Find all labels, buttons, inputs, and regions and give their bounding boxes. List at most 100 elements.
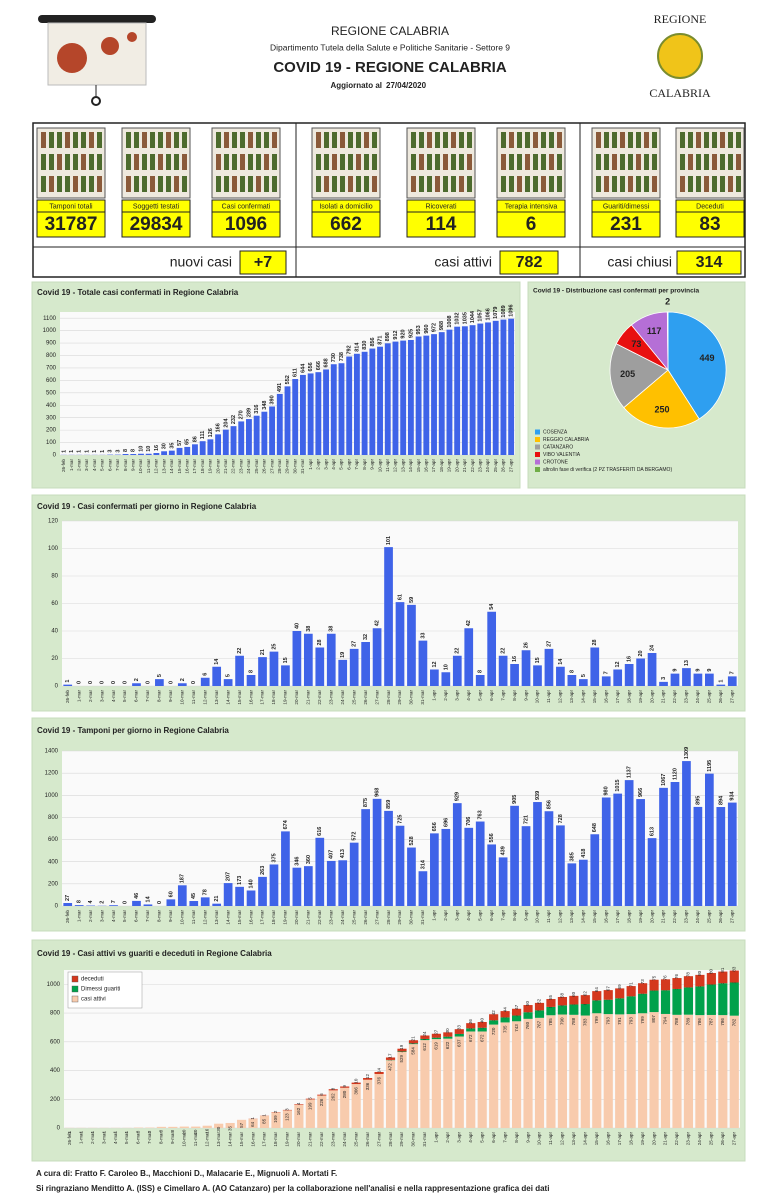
x-tick-label: 16-apr (603, 690, 608, 704)
x-tick-label: 24-mar (342, 1132, 347, 1147)
value-label: 52 (537, 998, 542, 1004)
icon-figure (680, 176, 685, 192)
legend-label: casi attivi (81, 997, 106, 1003)
value-label: 27 (352, 641, 358, 647)
value-label: 61 (397, 594, 403, 600)
x-tick-label: 20-apr (651, 1132, 656, 1146)
value-label: 1 (113, 1130, 118, 1133)
bar (338, 659, 348, 686)
kpi-value: 662 (330, 214, 362, 235)
bar-segment (546, 1015, 556, 1128)
x-tick-label: 5-mar (124, 1132, 129, 1144)
x-tick-label: 27-apr (729, 910, 734, 924)
x-tick-label: 15-apr (594, 1132, 599, 1146)
y-tick-label: 1200 (45, 771, 59, 777)
bar (475, 821, 485, 906)
value-label: 0 (122, 681, 128, 684)
x-tick-label: 12-apr (560, 1132, 565, 1146)
x-tick-label: 14-apr (581, 690, 586, 704)
logo-bottom: CALABRIA (649, 86, 711, 100)
bar (521, 826, 531, 906)
value-label: 1 (92, 450, 98, 453)
icon-figure (166, 176, 171, 192)
bar (727, 802, 737, 906)
bar-segment (534, 1010, 545, 1018)
x-tick-label: 16-mar (248, 690, 253, 705)
x-tick-label: 18-apr (439, 459, 444, 473)
x-tick-label: 29-mar (397, 910, 402, 925)
value-label: 60 (168, 891, 174, 897)
x-tick-label: 9-mar (168, 690, 173, 702)
x-tick-label: 8-apr (512, 910, 517, 921)
icon-figure (435, 132, 440, 148)
x-tick-label: 24-apr (485, 459, 490, 473)
kpi-icon (675, 127, 745, 199)
bar-segment (672, 988, 682, 1015)
value-label: 0 (111, 681, 117, 684)
x-tick-label: 7-apr (500, 910, 505, 921)
bar-segment (557, 997, 567, 1006)
x-tick-label: 23-mar (238, 459, 243, 474)
bar (176, 447, 183, 455)
x-tick-label: 5-apr (477, 910, 482, 921)
bar-segment (340, 1086, 350, 1088)
x-tick-label: 26-mar (363, 910, 368, 925)
y-tick-label: 800 (46, 353, 57, 359)
value-label: 619 (434, 1042, 439, 1050)
value-label: 10 (138, 446, 144, 452)
bar-segment (534, 1017, 545, 1128)
value-label: 1 (101, 1130, 106, 1133)
value-label: 22 (455, 648, 461, 654)
value-label: 0 (100, 681, 106, 684)
bar-segment (718, 971, 728, 984)
value-label: 75 (651, 975, 656, 981)
value-label: 80 (697, 970, 702, 976)
icon-figure (704, 176, 709, 192)
icon-figure (736, 154, 741, 170)
bar (475, 675, 485, 686)
bar-segment (328, 1090, 338, 1128)
x-tick-label: 8-apr (514, 1132, 519, 1143)
bar-segment (672, 978, 682, 989)
summary-value-bg (676, 250, 742, 275)
icon-figure (348, 132, 353, 148)
bar (299, 374, 306, 455)
bar-segment (225, 1122, 235, 1128)
x-tick-label: 3-apr (455, 690, 460, 701)
bar-segment (546, 1006, 556, 1016)
bar-segment (683, 987, 694, 1015)
value-label: 1 (100, 450, 106, 453)
value-label: 57 (239, 1122, 244, 1128)
bar (682, 761, 691, 906)
value-label: 789 (686, 1017, 691, 1025)
x-tick-label: 25-mar (254, 459, 259, 474)
icon-figure (264, 154, 269, 170)
x-tick-label: 29-mar (397, 690, 402, 705)
x-tick-label: 22-mar (317, 690, 322, 705)
bar (235, 886, 244, 906)
bar (441, 672, 451, 686)
value-label: 760 (525, 1021, 530, 1029)
value-label: 1 (84, 450, 90, 453)
bar (670, 673, 680, 686)
x-tick-label: 8-mar (123, 459, 128, 471)
bar (423, 335, 430, 455)
icon-figure (636, 132, 641, 148)
x-tick-label: 1-mar (76, 910, 81, 922)
icon-figure (73, 176, 78, 192)
icon-figure (324, 132, 329, 148)
value-label: 730 (331, 353, 337, 362)
icon-figure (712, 132, 717, 148)
bar-segment (706, 973, 716, 985)
bar-segment (443, 1038, 453, 1128)
value-label: 912 (393, 330, 399, 339)
bar (430, 669, 439, 686)
x-tick-label: 13-mar (214, 690, 219, 705)
bar (407, 604, 416, 686)
bar (138, 453, 144, 455)
logo-top: REGIONE (654, 12, 707, 26)
icon-figure (443, 176, 448, 192)
bar (132, 900, 141, 906)
kpi-label: Guariti/dimessi (603, 203, 650, 210)
bar (246, 419, 252, 455)
